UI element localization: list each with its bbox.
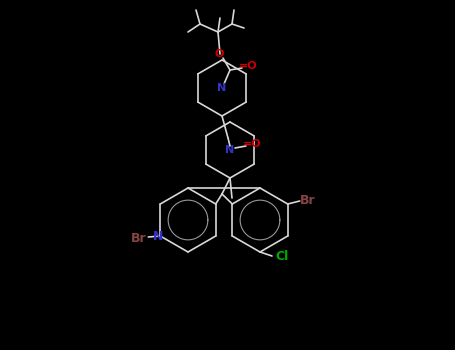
Text: N: N	[225, 145, 235, 155]
Text: =O: =O	[243, 139, 261, 149]
Text: Br: Br	[131, 231, 146, 245]
Text: Br: Br	[300, 194, 315, 206]
Text: N: N	[217, 83, 227, 93]
Text: =O: =O	[239, 61, 258, 71]
Text: N: N	[153, 230, 163, 243]
Text: Cl: Cl	[275, 251, 288, 264]
Text: O: O	[214, 49, 224, 59]
